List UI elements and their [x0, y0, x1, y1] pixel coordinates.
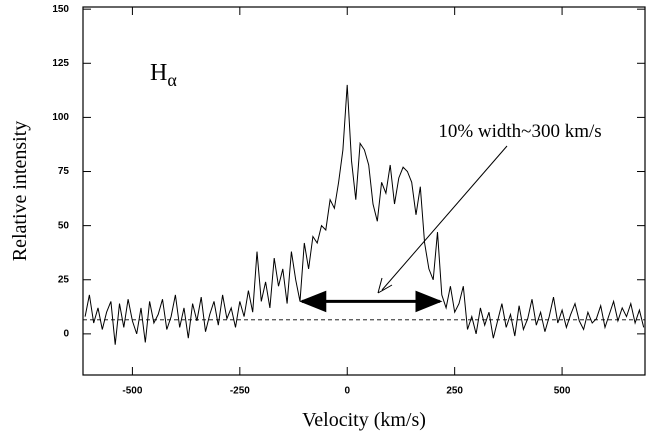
x-tick-label: -500	[122, 386, 142, 397]
y-tick-label: 125	[52, 58, 69, 69]
x-axis-label: Velocity (km/s)	[302, 409, 426, 431]
x-tick-label: -250	[230, 386, 250, 397]
y-tick-label: 150	[52, 4, 69, 15]
annotation-pointer	[381, 145, 508, 291]
spectrum-line	[84, 84, 645, 345]
line-label: Hα	[150, 60, 177, 90]
y-axis-label: Relative intensity	[9, 121, 31, 262]
y-tick-label: 100	[52, 112, 69, 123]
y-tick-label: 25	[58, 274, 70, 285]
line-label-subscript: α	[167, 70, 177, 90]
x-tick-label: 0	[344, 386, 350, 397]
y-tick-label: 50	[58, 220, 70, 231]
y-tick-label: 0	[63, 329, 69, 340]
annotation: 10% width~300 km/s	[438, 121, 601, 142]
plot-frame	[82, 6, 646, 376]
line-label-text: H	[150, 60, 167, 86]
x-tick-label: 500	[554, 386, 571, 397]
x-tick-label: 250	[446, 386, 463, 397]
y-tick-label: 75	[58, 166, 70, 177]
